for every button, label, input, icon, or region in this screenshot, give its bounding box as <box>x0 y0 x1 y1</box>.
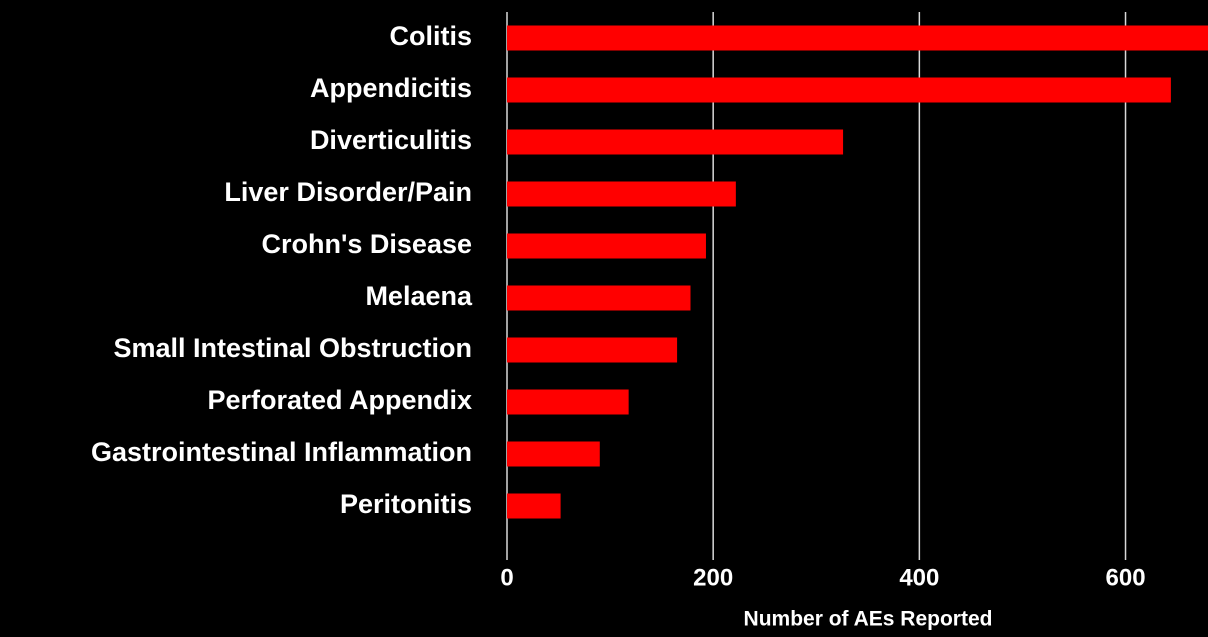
y-tick-label: Perforated Appendix <box>207 385 472 415</box>
bar <box>507 337 678 363</box>
y-tick-label: Small Intestinal Obstruction <box>113 333 472 363</box>
bar <box>507 389 629 415</box>
y-tick-label: Appendicitis <box>310 73 472 103</box>
y-tick-label: Liver Disorder/Pain <box>224 177 472 207</box>
bar <box>507 285 691 311</box>
y-tick-label: Colitis <box>389 21 472 51</box>
bar <box>507 181 736 207</box>
y-tick-label: Gastrointestinal Inflammation <box>91 437 472 467</box>
y-tick-label: Crohn's Disease <box>261 229 472 259</box>
bar <box>507 233 706 259</box>
y-tick-label: Diverticulitis <box>310 125 472 155</box>
bar <box>507 441 600 467</box>
x-axis-title: Number of AEs Reported <box>744 608 993 631</box>
y-tick-label: Peritonitis <box>340 489 472 519</box>
x-tick-label: 400 <box>899 564 939 591</box>
y-tick-label: Melaena <box>365 281 473 311</box>
bar <box>507 493 561 519</box>
bar <box>507 77 1171 103</box>
x-tick-label: 0 <box>500 564 513 591</box>
bar <box>507 129 844 155</box>
bar <box>507 25 1208 51</box>
x-tick-label: 200 <box>693 564 733 591</box>
x-tick-label: 600 <box>1106 564 1146 591</box>
